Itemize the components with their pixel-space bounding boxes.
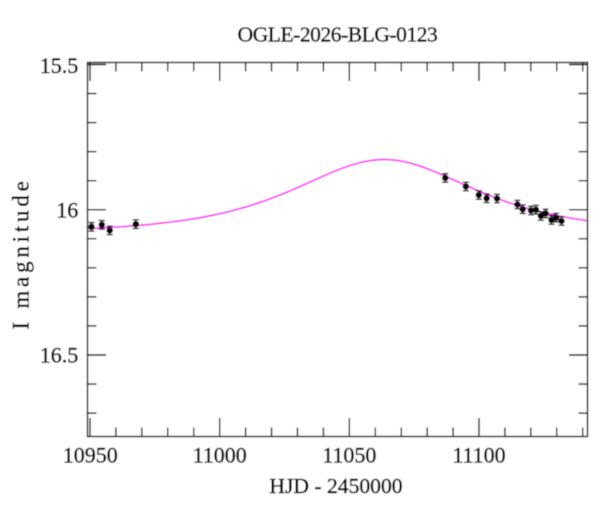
svg-text:16: 16 [56,198,78,223]
svg-text:11050: 11050 [322,442,376,467]
svg-text:15.5: 15.5 [40,53,79,78]
svg-text:11100: 11100 [452,442,505,467]
svg-text:16.5: 16.5 [40,342,79,367]
svg-text:I magnitude: I magnitude [9,177,34,329]
svg-text:10950: 10950 [63,442,118,467]
svg-text:HJD - 2450000: HJD - 2450000 [269,474,402,498]
svg-text:OGLE-2026-BLG-0123: OGLE-2026-BLG-0123 [238,23,438,47]
svg-text:11000: 11000 [193,442,247,467]
